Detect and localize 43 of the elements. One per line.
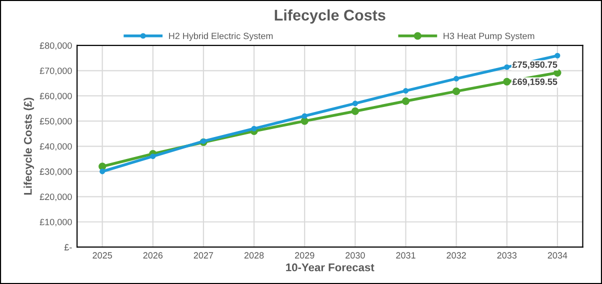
x-tick-label: 2027 bbox=[194, 252, 214, 259]
x-axis-title: 10-Year Forecast bbox=[286, 263, 374, 272]
point bbox=[504, 64, 510, 70]
data-label: £75,950.75 bbox=[512, 61, 558, 70]
x-tick-label: 2030 bbox=[346, 252, 365, 259]
point bbox=[300, 117, 308, 125]
x-tick-label: 2031 bbox=[396, 252, 416, 259]
point bbox=[554, 68, 562, 77]
point bbox=[98, 162, 106, 170]
chart-title: Lifecycle Costs bbox=[274, 9, 386, 24]
y-tick-label: £70,000 bbox=[40, 68, 72, 76]
point bbox=[503, 78, 511, 86]
x-tick-label: 2028 bbox=[244, 252, 264, 259]
y-axis-title: Lifecycle Costs (£) bbox=[24, 98, 34, 195]
point bbox=[402, 88, 409, 94]
point bbox=[251, 126, 257, 132]
point bbox=[452, 87, 460, 96]
y-tick-label: £60,000 bbox=[40, 92, 72, 100]
y-tick-label: £80,000 bbox=[40, 42, 72, 50]
legend-label: H3 Heat Pump System bbox=[444, 32, 534, 41]
data-label: £69,159.55 bbox=[512, 78, 558, 86]
y-tick-label: £30,000 bbox=[40, 168, 72, 176]
x-tick-label: 2026 bbox=[143, 252, 163, 259]
y-tick-label: £50,000 bbox=[40, 118, 72, 126]
point bbox=[200, 138, 206, 144]
y-tick-label: £20,000 bbox=[40, 194, 72, 202]
x-tick-label: 2034 bbox=[548, 252, 568, 259]
point bbox=[351, 107, 359, 116]
x-tick-label: 2032 bbox=[446, 252, 466, 259]
point bbox=[352, 100, 358, 106]
point bbox=[554, 52, 560, 58]
x-tick-label: 2029 bbox=[295, 252, 314, 259]
point bbox=[150, 154, 156, 160]
x-tick-label: 2033 bbox=[497, 252, 517, 259]
y-tick-label: £- bbox=[64, 244, 72, 250]
y-tick-label: £10,000 bbox=[40, 218, 72, 226]
point bbox=[100, 168, 106, 174]
point bbox=[454, 76, 460, 82]
point bbox=[402, 97, 410, 105]
x-tick-label: 2025 bbox=[92, 252, 112, 259]
legend-label: H2 Hybrid Electric System bbox=[169, 32, 273, 41]
y-tick-label: £40,000 bbox=[40, 143, 72, 151]
point bbox=[302, 113, 308, 119]
